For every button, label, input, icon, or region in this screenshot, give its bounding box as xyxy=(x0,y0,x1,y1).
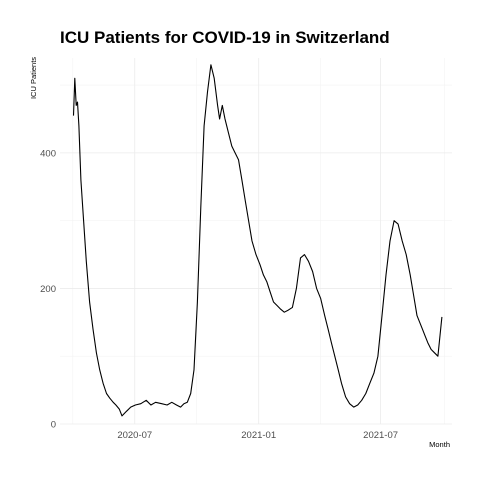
plot-grid xyxy=(60,58,452,425)
y-axis-label: ICU Patients xyxy=(29,57,38,99)
y-tick-label: 0 xyxy=(51,420,56,431)
y-tick-label: 400 xyxy=(40,148,56,159)
y-tick-label: 200 xyxy=(40,284,56,295)
series-line-icu-patients xyxy=(72,64,443,417)
tick-labels: 0 200 400 2020-07 2021-01 2021-07 xyxy=(40,148,398,441)
x-tick-label: 2021-07 xyxy=(363,430,398,441)
x-tick-label: 2021-01 xyxy=(241,430,276,441)
x-tick-label: 2020-07 xyxy=(117,430,152,441)
x-axis-label: Month xyxy=(429,440,450,449)
chart-title: ICU Patients for COVID-19 in Switzerland xyxy=(60,28,390,47)
